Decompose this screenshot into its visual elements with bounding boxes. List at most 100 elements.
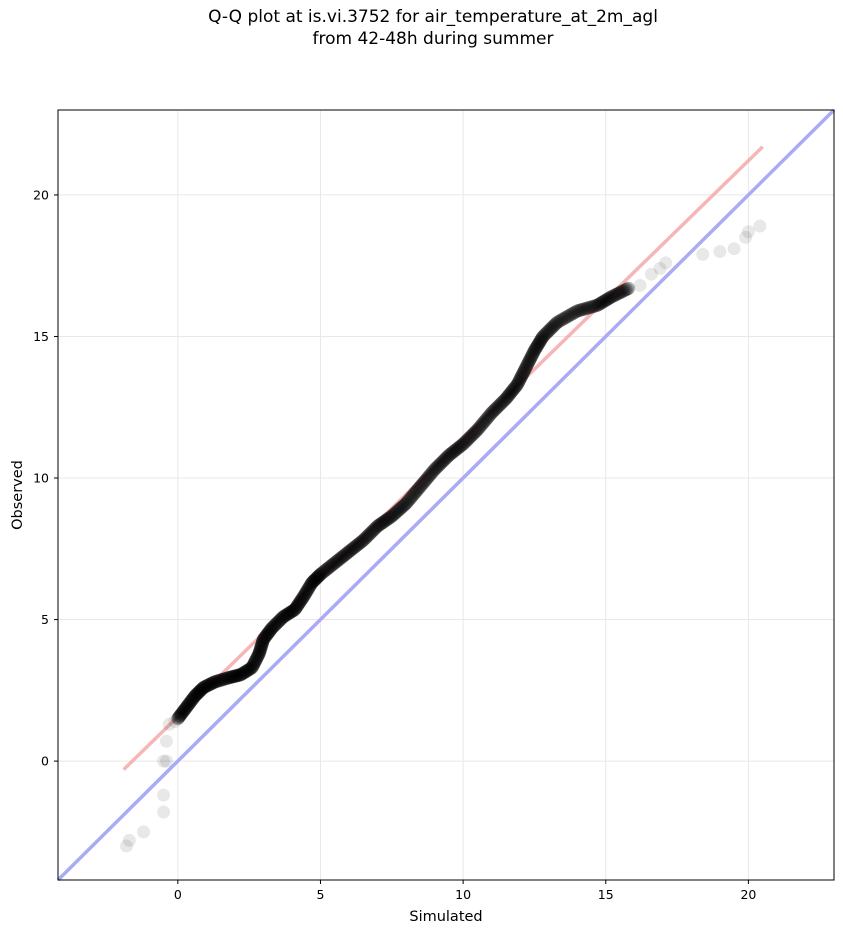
- quantile-point: [322, 560, 337, 574]
- quantile-point: [372, 517, 387, 532]
- quantile-point: [590, 298, 604, 313]
- quantile-point: [281, 606, 296, 621]
- quantile-point: [500, 389, 515, 404]
- quantile-point: [314, 566, 329, 581]
- quantile-point: [430, 459, 445, 474]
- quantile-point: [600, 292, 615, 307]
- x-axis-label: Simulated: [409, 909, 482, 925]
- quantile-point: [608, 288, 622, 302]
- quantile-point: [554, 313, 569, 327]
- quantile-point: [536, 329, 550, 344]
- quantile-point: [216, 672, 230, 687]
- quantile-point: [323, 559, 338, 573]
- fit-line: [122, 145, 764, 771]
- quantile-point: [274, 612, 288, 626]
- quantile-point: [564, 307, 579, 321]
- quantile-point: [208, 675, 222, 689]
- quantile-point: [206, 675, 221, 690]
- quantile-point: [394, 501, 408, 515]
- quantile-point: [185, 692, 200, 706]
- quantile-point: [547, 318, 561, 333]
- quantile-point: [496, 395, 510, 409]
- quantile-point: [593, 296, 608, 311]
- quantile-point: [188, 688, 203, 703]
- quantile-point: [426, 463, 441, 478]
- quantile-point: [304, 577, 319, 591]
- quantile-point: [268, 618, 282, 632]
- quantile-point: [580, 301, 594, 315]
- quantile-point: [233, 668, 247, 682]
- quantile-point: [288, 601, 303, 616]
- quantile-point: [367, 522, 382, 536]
- quantile-point: [383, 510, 397, 525]
- quantile-point: [210, 674, 224, 688]
- quantile-point: [292, 596, 306, 611]
- quantile-point: [517, 363, 532, 377]
- y-tick-label: 10: [33, 471, 49, 486]
- quantile-point: [315, 565, 330, 580]
- quantile-point: [256, 632, 271, 647]
- quantile-point: [227, 669, 241, 684]
- quantile-point: [326, 557, 341, 571]
- quantile-point: [514, 369, 529, 383]
- quantile-point: [551, 314, 566, 329]
- quantile-point: [209, 674, 223, 689]
- quantile-point: [612, 286, 626, 300]
- quantile-point: [386, 508, 400, 523]
- quantile-point: [293, 594, 308, 609]
- quantile-point: [207, 675, 221, 689]
- quantile-point: [499, 392, 513, 406]
- quantile-point: [498, 393, 512, 407]
- quantile-point: [331, 553, 345, 568]
- quantile-point: [320, 561, 335, 576]
- quantile-point: [309, 571, 323, 586]
- quantile-point: [240, 663, 254, 678]
- quantile-point: [596, 294, 611, 309]
- quantile-point: [292, 595, 307, 610]
- y-tick-label: 20: [33, 187, 49, 202]
- quantile-point: [338, 548, 352, 562]
- quantile-point: [410, 483, 425, 497]
- quantile-point: [379, 513, 394, 527]
- quantile-point: [486, 404, 501, 418]
- quantile-point: [196, 681, 210, 695]
- quantile-point: [254, 639, 269, 654]
- quantile-point: [313, 568, 327, 582]
- quantile-point: [523, 352, 537, 366]
- quantile-point: [294, 592, 309, 607]
- quantile-point: [180, 699, 194, 714]
- quantile-point: [506, 382, 520, 397]
- quantile-point: [429, 460, 444, 475]
- quantile-point: [297, 588, 312, 602]
- quantile-point: [289, 600, 304, 614]
- quantile-point: [344, 543, 358, 557]
- quantile-point: [237, 665, 252, 679]
- quantile-point: [212, 673, 226, 688]
- quantile-point: [305, 575, 320, 589]
- quantile-point: [182, 697, 196, 711]
- quantile-point: [266, 620, 280, 634]
- quantile-point: [374, 516, 389, 531]
- quantile-point: [553, 313, 567, 328]
- quantile-point: [557, 311, 572, 326]
- quantile-point: [190, 686, 205, 701]
- quantile-point: [178, 702, 192, 716]
- quantile-point: [289, 601, 303, 615]
- quantile-point: [197, 680, 212, 694]
- quantile-point: [569, 305, 583, 319]
- reference-line-group: [56, 108, 836, 882]
- quantile-point: [538, 327, 552, 342]
- quantile-point: [276, 609, 291, 624]
- quantile-point: [407, 487, 421, 501]
- quantile-point: [260, 627, 274, 642]
- quantile-point: [186, 691, 200, 706]
- quantile-point: [409, 484, 423, 499]
- quantile-point: [357, 532, 372, 547]
- y-tick-label: 0: [41, 754, 49, 769]
- quantile-point: [508, 379, 523, 394]
- quantile-point: [476, 415, 491, 430]
- quantile-point: [402, 493, 416, 507]
- quantile-point: [537, 328, 551, 343]
- quantile-point: [467, 426, 482, 440]
- quantile-point: [308, 572, 323, 586]
